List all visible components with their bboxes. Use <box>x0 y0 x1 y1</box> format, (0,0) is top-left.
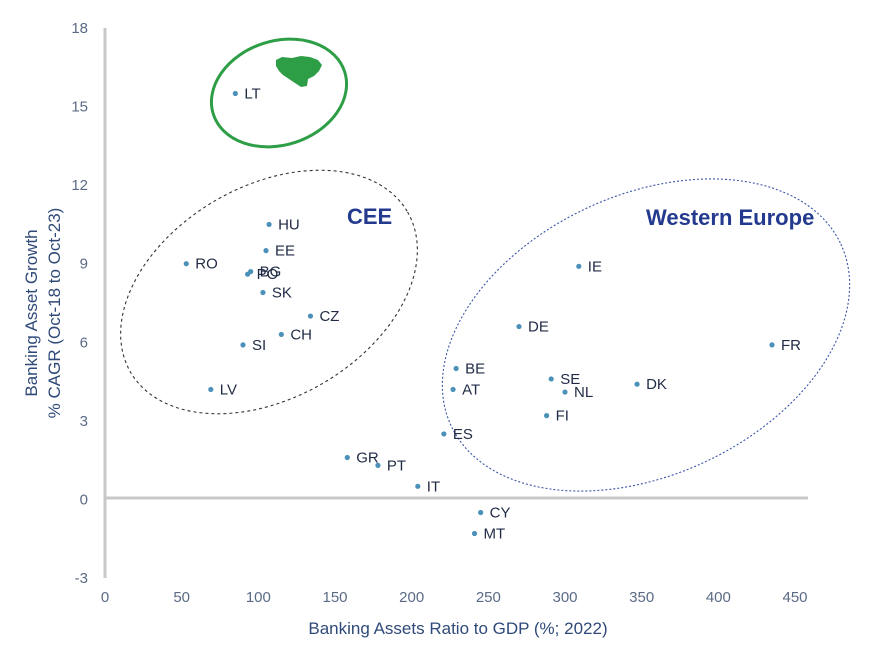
y-tick-label: 6 <box>80 334 88 351</box>
y-tick-label: 18 <box>71 20 88 37</box>
lithuania-map-icon <box>276 56 322 87</box>
data-point-sk <box>260 289 266 296</box>
point-label-ch: CH <box>290 326 312 343</box>
point-label-lv: LV <box>220 381 237 398</box>
point-label-ro: RO <box>195 256 218 273</box>
y-tick-label: -3 <box>75 570 88 587</box>
data-point-dk <box>634 381 640 387</box>
data-point-po <box>245 271 251 277</box>
point-label-lt: LT <box>244 85 260 102</box>
point-label-it: IT <box>427 478 440 495</box>
point-label-mt: MT <box>484 525 506 542</box>
data-point-ch <box>278 331 284 338</box>
data-point-be <box>453 365 459 372</box>
point-label-bg: BG <box>260 264 282 281</box>
data-point-de <box>516 323 522 330</box>
data-point-es <box>441 431 447 437</box>
point-label-pt: PT <box>387 457 406 474</box>
data-point-lv <box>208 386 214 393</box>
data-point-gr <box>344 454 350 461</box>
point-label-de: DE <box>528 319 549 336</box>
x-tick-label: 250 <box>476 589 501 606</box>
y-tick-label: 9 <box>80 256 88 273</box>
data-point-at <box>450 386 456 393</box>
point-label-be: BE <box>465 360 485 377</box>
point-label-at: AT <box>462 381 480 398</box>
y-tick-label: 3 <box>80 413 88 430</box>
point-label-cz: CZ <box>319 308 339 325</box>
point-label-po: PO <box>257 266 279 283</box>
x-tick-labels: 0 50 100 150 200 250 300 350 400 450 <box>101 589 808 606</box>
y-axis-title-line-1: Banking Asset Growth <box>22 229 41 396</box>
data-point-ee <box>263 248 269 254</box>
western-europe-group-ellipse <box>441 178 851 492</box>
point-label-gr: GR <box>356 450 379 467</box>
point-label-fr: FR <box>781 337 801 354</box>
data-point-fr <box>769 342 775 348</box>
x-tick-label: 150 <box>322 589 347 606</box>
point-label-nl: NL <box>574 384 593 401</box>
lt-highlight-ellipse <box>209 37 349 149</box>
data-point-nl <box>562 389 568 395</box>
x-tick-label: 50 <box>173 589 190 606</box>
x-tick-label: 200 <box>399 589 424 606</box>
data-point-lt <box>232 90 238 97</box>
point-label-fi: FI <box>556 408 569 425</box>
point-label-cy: CY <box>490 505 511 522</box>
cee-group-ellipse <box>120 169 418 415</box>
point-label-si: SI <box>252 337 266 354</box>
x-tick-label: 300 <box>552 589 577 606</box>
point-label-ie: IE <box>588 258 602 275</box>
point-label-hu: HU <box>278 216 300 233</box>
y-tick-label: 15 <box>71 99 88 116</box>
point-label-sk: SK <box>272 285 292 302</box>
point-label-dk: DK <box>646 376 667 393</box>
data-point-fi <box>544 413 550 419</box>
x-tick-label: 350 <box>629 589 654 606</box>
data-point-ie <box>576 263 582 269</box>
data-point-it <box>415 483 421 489</box>
x-axis-title: Banking Assets Ratio to GDP (%; 2022) <box>308 619 607 638</box>
y-tick-labels: 18 15 12 9 6 3 0 -3 <box>71 20 88 587</box>
data-point-pt <box>375 462 381 468</box>
point-label-es: ES <box>453 426 473 443</box>
y-tick-label: 0 <box>80 491 88 508</box>
cee-group-label: CEE <box>347 204 392 229</box>
x-tick-label: 0 <box>101 589 109 606</box>
x-tick-label: 100 <box>246 589 271 606</box>
data-point-hu <box>266 221 272 228</box>
data-point-mt <box>471 530 478 537</box>
point-label-ee: EE <box>275 243 295 260</box>
data-point-ro <box>183 261 189 267</box>
data-point-si <box>240 342 246 348</box>
y-tick-label: 12 <box>71 177 88 194</box>
data-point-cz <box>307 313 314 319</box>
y-axis-title-line-2: % CAGR (Oct-18 to Oct-23) <box>45 208 64 419</box>
data-point-se <box>548 376 554 382</box>
x-tick-label: 450 <box>782 589 807 606</box>
western-europe-group-label: Western Europe <box>646 205 814 230</box>
point-label-se: SE <box>560 371 580 388</box>
data-point-cy <box>478 509 484 516</box>
x-tick-label: 400 <box>706 589 731 606</box>
